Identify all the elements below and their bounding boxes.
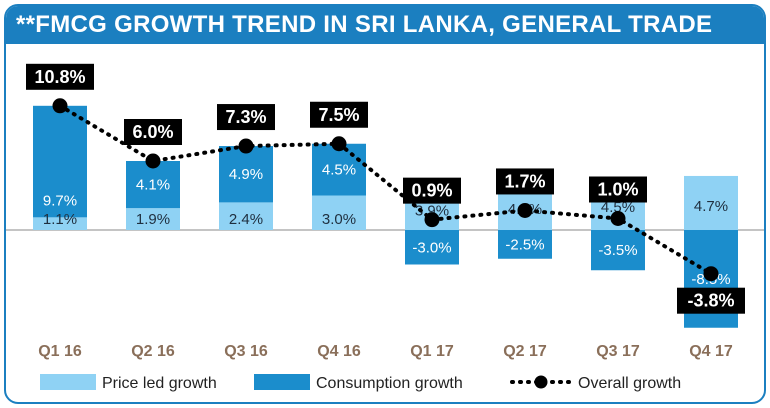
bar-consumption — [126, 161, 180, 209]
data-label-price-led: 4.5% — [601, 199, 635, 216]
data-label-price-led: 1.9% — [136, 211, 170, 228]
overall-growth-label-box — [496, 168, 554, 195]
x-tick-label: Q2 16 — [131, 343, 175, 360]
legend-label-overall: Overall growth — [578, 375, 681, 392]
data-label-consumption: -2.5% — [505, 236, 544, 253]
legend-swatch-consumption — [254, 374, 310, 390]
data-label-price-led: 3.0% — [322, 211, 356, 228]
data-label-price-led: 4.7% — [694, 198, 728, 215]
legend-swatch-overall-point — [534, 375, 548, 389]
bar-price-led — [219, 202, 273, 230]
data-label-overall: 1.0% — [597, 180, 638, 200]
overall-growth-label-box — [677, 287, 745, 314]
bar-consumption — [405, 230, 459, 265]
data-label-overall: 10.8% — [34, 67, 85, 87]
growth-chart: 1.1% 9.7% 1.9% 4.1% 2.4% 4.9% 3.0% 4.5% 3.9% -3.0… — [6, 63, 764, 392]
legend-label-price-led: Price led growth — [102, 375, 217, 392]
data-label-consumption: 4.5% — [322, 162, 356, 179]
x-tick-label: Q4 17 — [689, 343, 733, 360]
overall-growth-label-box — [124, 119, 182, 145]
legend-swatch-price-led — [40, 374, 96, 390]
bar-price-led — [126, 208, 180, 230]
x-tick-label: Q4 16 — [317, 343, 361, 360]
bar-consumption — [219, 146, 273, 203]
legend-label-consumption: Consumption growth — [316, 375, 463, 392]
data-label-consumption: 4.9% — [229, 166, 263, 183]
data-label-overall: 1.7% — [504, 171, 545, 191]
data-label-price-led: 3.9% — [415, 203, 449, 220]
overall-growth-point — [238, 138, 254, 154]
data-label-overall: 7.5% — [318, 105, 359, 125]
bar-price-led — [684, 175, 738, 230]
overall-growth-point — [331, 136, 347, 152]
overall-growth-line — [58, 103, 713, 276]
x-tick-label: Q2 17 — [503, 343, 547, 360]
overall-growth-label-box — [217, 104, 275, 131]
overall-growth-label-box — [589, 176, 647, 203]
overall-growth-label-box — [310, 101, 368, 128]
x-tick-label: Q3 17 — [596, 343, 640, 360]
bar-consumption — [33, 105, 87, 218]
bar-consumption — [591, 230, 645, 271]
overall-growth-label-box — [26, 63, 94, 90]
overall-growth-point — [145, 153, 161, 169]
data-label-overall: -3.8% — [687, 291, 734, 311]
data-label-consumption: -3.5% — [598, 242, 637, 259]
bar-consumption — [498, 230, 552, 259]
bar-price-led — [33, 217, 87, 230]
bar-consumption — [312, 143, 366, 196]
data-label-consumption: 4.1% — [136, 177, 170, 194]
data-label-consumption: -3.0% — [412, 239, 451, 256]
bar-price-led — [312, 195, 366, 230]
data-label-overall: 7.3% — [225, 107, 266, 127]
chart-title: **FMCG GROWTH TREND IN SRI LANKA, GENERA… — [6, 6, 764, 44]
data-label-price-led: 2.4% — [229, 211, 263, 228]
overall-growth-point — [703, 266, 719, 282]
overall-growth-point — [517, 202, 533, 218]
data-label-price-led: 1.1% — [43, 211, 77, 228]
overall-growth-point — [52, 98, 68, 114]
data-label-overall: 6.0% — [132, 122, 173, 142]
chart-frame: **FMCG GROWTH TREND IN SRI LANKA, GENERA… — [4, 4, 766, 404]
overall-growth-point — [424, 212, 440, 228]
data-label-overall: 0.9% — [411, 181, 452, 201]
x-tick-label: Q1 17 — [410, 343, 454, 360]
overall-growth-label-box — [403, 177, 461, 204]
data-label-consumption: 9.7% — [43, 192, 77, 209]
x-tick-label: Q3 16 — [224, 343, 268, 360]
overall-growth-point — [610, 211, 626, 226]
x-tick-label: Q1 16 — [38, 343, 82, 360]
